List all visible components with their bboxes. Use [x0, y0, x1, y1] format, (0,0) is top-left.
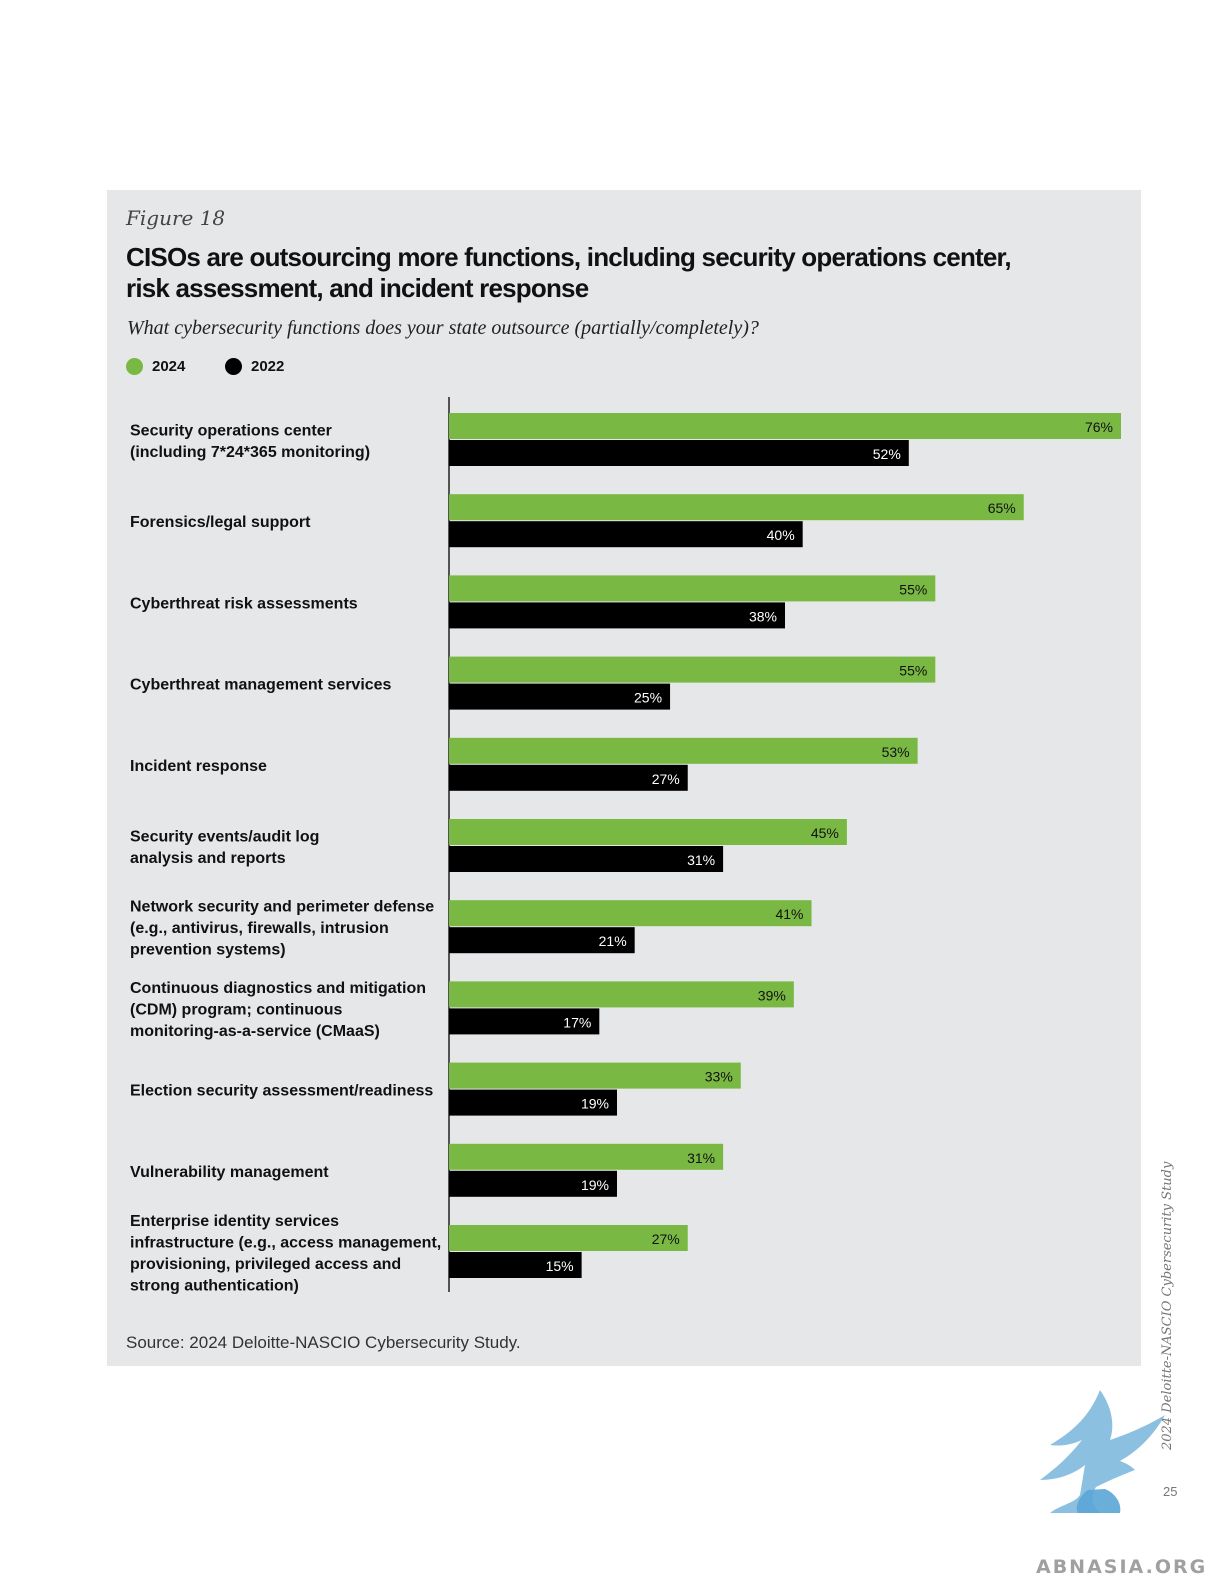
- data-label-2022: 38%: [749, 608, 777, 624]
- category-label: Incident response: [130, 758, 267, 775]
- bar-2024: [449, 981, 794, 1008]
- bar-2022: [449, 440, 909, 466]
- bar-2022: [449, 846, 724, 872]
- data-label-2024: 65%: [988, 500, 1016, 516]
- bar-2022: [449, 521, 803, 548]
- data-label-2022: 19%: [581, 1096, 609, 1112]
- legend-swatch-2024: [126, 358, 143, 375]
- data-label-2024: 55%: [899, 581, 927, 597]
- bar-2024: [449, 575, 936, 602]
- bar-2024: [449, 1225, 688, 1251]
- watermark-text: ABNASIA.ORG: [1036, 1556, 1208, 1578]
- legend-label-2022: 2022: [251, 358, 285, 375]
- data-label-2024: 45%: [811, 825, 839, 841]
- data-label-2022: 52%: [873, 446, 901, 462]
- data-label-2024: 27%: [652, 1231, 680, 1247]
- data-label-2022: 25%: [634, 690, 662, 706]
- data-label-2022: 40%: [767, 527, 795, 543]
- bar-2022: [449, 1008, 600, 1035]
- data-label-2024: 39%: [758, 987, 786, 1003]
- data-label-2022: 17%: [563, 1014, 591, 1030]
- legend-swatch-2022: [225, 358, 242, 375]
- figure-title: CISOs are outsourcing more functions, in…: [126, 242, 1012, 303]
- category-label: Enterprise identity services infrastructu…: [130, 1213, 441, 1295]
- category-label: Vulnerability management: [130, 1164, 329, 1181]
- bar-2024: [449, 413, 1121, 439]
- source-note: Source: 2024 Deloitte-NASCIO Cybersecuri…: [126, 1333, 521, 1352]
- data-label-2024: 76%: [1085, 419, 1113, 435]
- bar-2022: [449, 764, 688, 791]
- category-label: Election security assessment/readiness: [130, 1083, 433, 1100]
- legend-item-2024: 2024: [126, 358, 185, 375]
- bar-2024: [449, 656, 936, 683]
- data-label-2022: 21%: [599, 933, 627, 949]
- category-label: Cyberthreat management services: [130, 677, 392, 694]
- data-label-2022: 15%: [546, 1258, 574, 1274]
- bar-2022: [449, 927, 635, 954]
- legend-item-2022: 2022: [225, 358, 284, 375]
- data-label-2024: 53%: [882, 744, 910, 760]
- figure-label: Figure 18: [126, 206, 226, 230]
- category-label: Cyberthreat risk assessments: [130, 595, 358, 612]
- bar-2024: [449, 737, 918, 764]
- data-label-2024: 55%: [899, 663, 927, 679]
- page-number: 25: [1163, 1484, 1178, 1499]
- legend-label-2024: 2024: [152, 358, 186, 375]
- data-label-2024: 31%: [687, 1150, 715, 1166]
- bar-2024: [449, 494, 1024, 521]
- data-label-2024: 33%: [705, 1069, 733, 1085]
- category-label: Continuous diagnostics and mitigation (CD…: [130, 980, 426, 1040]
- bar-2022: [449, 1252, 582, 1278]
- bar-2022: [449, 1170, 617, 1197]
- bar-2022: [449, 602, 785, 629]
- bar-2022: [449, 1089, 617, 1116]
- bar-2024: [449, 1062, 741, 1089]
- data-label-2022: 27%: [652, 771, 680, 787]
- category-label: Security operations center (including 7*2…: [130, 422, 370, 461]
- category-label: Network security and perimeter defense (e…: [130, 899, 434, 959]
- data-label-2024: 41%: [775, 906, 803, 922]
- griffin-logo-watermark: [1040, 1390, 1165, 1513]
- bar-2024: [449, 900, 812, 927]
- bar-2022: [449, 683, 671, 710]
- data-label-2022: 31%: [687, 852, 715, 868]
- bar-2024: [449, 819, 847, 845]
- category-label: Forensics/legal support: [130, 514, 311, 531]
- figure-subtitle: What cybersecurity functions does your s…: [127, 317, 759, 339]
- data-label-2022: 19%: [581, 1177, 609, 1193]
- category-label: Security events/audit log analysis and re…: [130, 828, 319, 867]
- bar-2024: [449, 1143, 724, 1170]
